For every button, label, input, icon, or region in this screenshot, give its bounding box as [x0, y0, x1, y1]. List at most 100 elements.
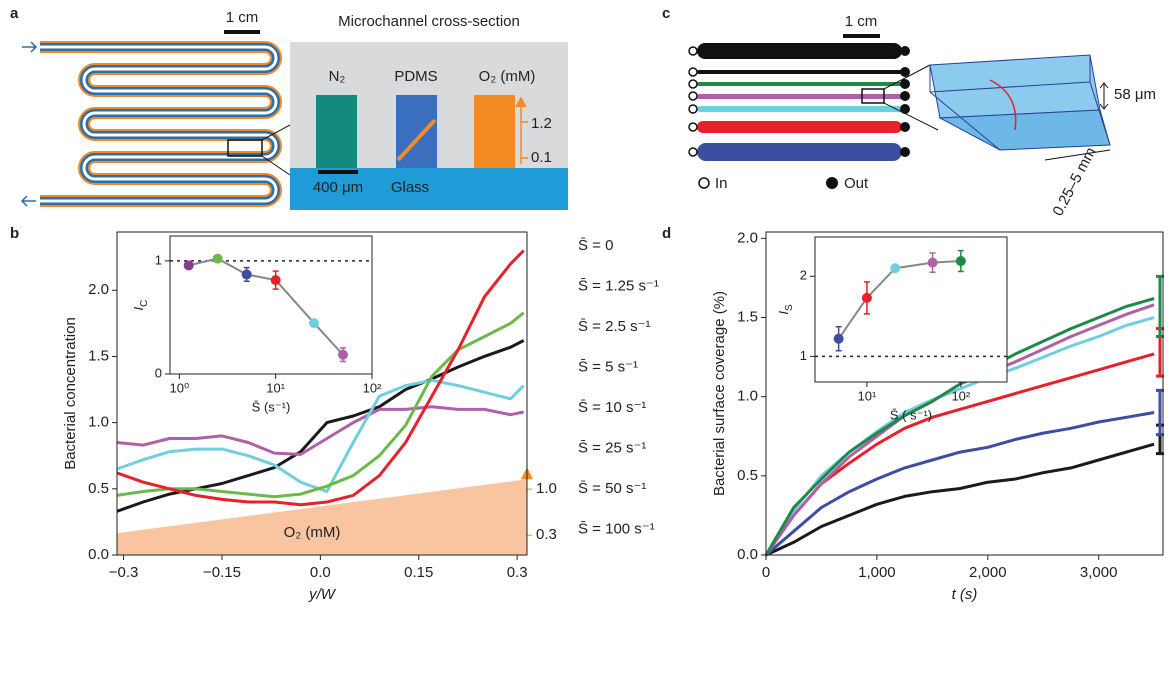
legend-entry: S̄ = 50 s⁻¹ [578, 480, 646, 497]
y-axis-label-main: I [131, 306, 146, 310]
line [116, 311, 525, 499]
scale-label: 1 cm [845, 13, 878, 30]
legend-entry: S̄ = 5 s⁻¹ [578, 358, 638, 375]
line [764, 316, 1155, 556]
y-tick-label: 0.5 [737, 467, 758, 484]
y-axis-label: IS [776, 304, 794, 315]
zoom-box [227, 139, 263, 157]
in-symbol [698, 177, 710, 189]
y-tick-label: 1.0 [737, 388, 758, 405]
y-tick-label: 0 [155, 365, 162, 380]
plot-frame [169, 235, 373, 375]
outlet-arrow [20, 195, 36, 207]
channel [697, 121, 902, 133]
x-axis-label: t (s) [952, 586, 978, 603]
y-axis-label: IC [131, 300, 149, 311]
x-tick-label: 0.3 [507, 564, 528, 581]
profile [989, 79, 1017, 131]
x-tick-label: 0 [762, 564, 770, 581]
channel [697, 82, 902, 86]
x-tick-label: 2,000 [969, 564, 1007, 581]
scale-bar [224, 30, 260, 34]
channel [697, 70, 902, 74]
n2-label: N₂ [329, 68, 346, 85]
legend-entry: S̄ = 0 [578, 237, 613, 254]
pdms-label: PDMS [394, 68, 437, 85]
panel-label: a [10, 5, 19, 22]
y-tick-label: 2 [800, 268, 807, 283]
channel [697, 143, 902, 161]
y-tick-label: 2.0 [737, 229, 758, 246]
y-tick-label: 1.5 [737, 308, 758, 325]
channel [697, 106, 902, 112]
y-tick-label: 0.5 [88, 480, 109, 497]
area [117, 479, 527, 555]
channel [697, 94, 902, 99]
glass-label: Glass [391, 179, 429, 196]
o2-arrow [515, 96, 527, 164]
legend-entry: S̄ = 1.25 s⁻¹ [578, 277, 659, 294]
out-label: Out [844, 175, 869, 192]
x-tick-label: 10² [363, 380, 382, 395]
width-arrow [1044, 149, 1111, 161]
scale-bar [843, 34, 880, 38]
x-tick-label: 1,000 [858, 564, 896, 581]
scale-bar [318, 170, 358, 174]
line [765, 442, 1155, 557]
point [270, 275, 281, 286]
x-tick-label: 0.15 [404, 564, 433, 581]
point [861, 292, 872, 303]
panel-label: b [10, 225, 19, 242]
line [765, 411, 1155, 557]
point [890, 263, 901, 274]
glass-block [290, 168, 568, 210]
x-axis-label: S̄ (s⁻¹) [252, 399, 291, 414]
out-symbol [826, 177, 838, 189]
o2-channel [474, 95, 515, 168]
scale-label: 400 μm [313, 179, 363, 196]
plot-frame [814, 236, 1008, 383]
inlets [688, 46, 698, 157]
channel [697, 43, 902, 59]
point [927, 257, 938, 268]
y-tick-label: 1.0 [88, 414, 109, 431]
legend-entry: S̄ = 25 s⁻¹ [578, 439, 646, 456]
point [309, 318, 320, 329]
diagram-a: 1 cm Microchannel cross-section N₂ PDMS … [20, 9, 568, 210]
o2-label: O₂ (mM) [479, 68, 536, 85]
o2-gradient [396, 118, 437, 162]
plot-frame [765, 231, 1164, 556]
x-tick-label: 10² [951, 388, 970, 403]
annotation: O₂ (mM) [284, 524, 341, 541]
y-tick-label: 2.0 [88, 281, 109, 298]
y-tick-label: 1.5 [88, 347, 109, 364]
y-axis-label: Bacterial concentration [62, 317, 79, 470]
in-label: In [715, 175, 728, 192]
line [116, 339, 525, 513]
outlets [900, 46, 910, 157]
zoom-lines [883, 64, 939, 131]
zoom-box [861, 88, 885, 104]
y-axis-label-sub: C [139, 300, 150, 307]
x-axis-label: S̄ ( s⁻¹) [890, 407, 932, 422]
x-tick-label: 0.0 [310, 564, 331, 581]
panel-label: c [662, 5, 670, 22]
y-axis-label-main: I [776, 311, 791, 315]
height-arrow [1099, 82, 1109, 110]
panel-label: d [662, 225, 671, 242]
legend-entry: S̄ = 2.5 s⁻¹ [578, 318, 651, 335]
legend-entry: S̄ = 10 s⁻¹ [578, 399, 646, 416]
point [183, 260, 194, 271]
point [338, 349, 349, 360]
point [833, 333, 844, 344]
y-tick-label: 0.0 [737, 546, 758, 563]
line [764, 297, 1155, 556]
scale-label: 1 cm [226, 9, 259, 26]
point [212, 253, 223, 264]
zoom-lines [261, 124, 291, 176]
y2-tick-label: 0.3 [536, 526, 557, 543]
line [764, 352, 1155, 556]
x-tick-label: 10¹ [266, 380, 285, 395]
inlet-arrow [22, 41, 38, 53]
